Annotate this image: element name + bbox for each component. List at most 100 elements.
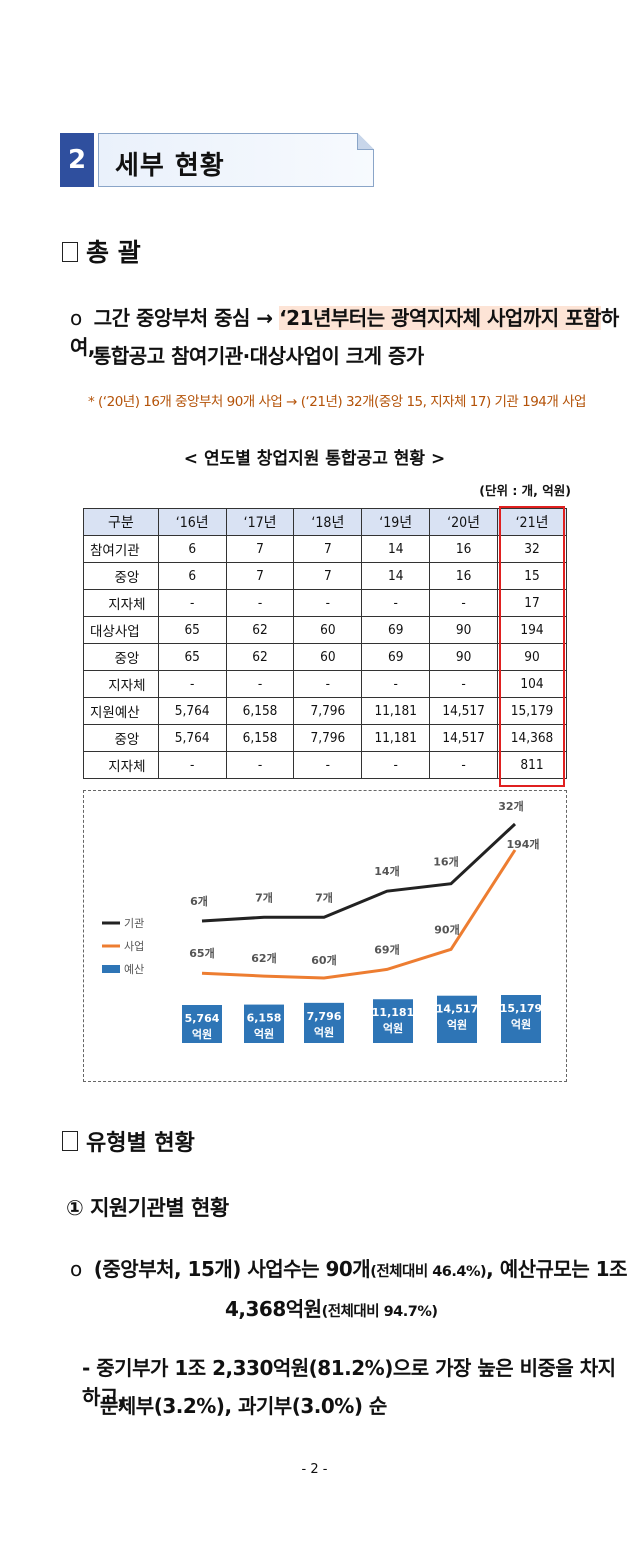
header-cell: ‘19년 bbox=[361, 508, 431, 536]
table-row: 대상사업 65 62 60 69 90 194 bbox=[83, 616, 567, 644]
point-label-사업: 60개 bbox=[311, 953, 336, 967]
table-cell: 60 bbox=[293, 616, 363, 644]
type-heading: 유형별 현황 bbox=[62, 1125, 195, 1157]
table-row: 지자체 - - - - -811 bbox=[83, 751, 567, 779]
type-bullet-line2: 4,368억원(전체대비 94.7%) bbox=[225, 1293, 438, 1322]
table-cell: 7,796 bbox=[293, 697, 363, 725]
row-label: 중앙 bbox=[83, 724, 159, 752]
table-cell: 5,764 bbox=[157, 697, 227, 725]
table-cell: - bbox=[225, 670, 295, 698]
budget-bar bbox=[182, 1005, 222, 1043]
table-cell: - bbox=[293, 589, 363, 617]
table-cell: 6 bbox=[157, 562, 227, 590]
table-cell: - bbox=[225, 751, 295, 779]
line-기관 bbox=[201, 822, 517, 923]
table-cell: 32 bbox=[497, 535, 567, 563]
table-cell: 6,158 bbox=[225, 697, 295, 725]
table-header-row: 구분 ‘16년 ‘17년 ‘18년 ‘19년 ‘20년 ‘21년 bbox=[83, 508, 567, 536]
table-title: < 연도별 창업지원 통합공고 현황 > bbox=[183, 449, 446, 469]
page-number: - 2 - bbox=[301, 1462, 328, 1477]
table-cell: 69 bbox=[361, 616, 431, 644]
table-cell: 62 bbox=[225, 616, 295, 644]
table-cell: 16 bbox=[429, 562, 499, 590]
legend-swatch-예산 bbox=[102, 965, 120, 973]
overview-line1-highlight: ‘21년부터는 광역지자체 사업까지 포함 bbox=[279, 306, 601, 330]
page-fold-decoration bbox=[357, 133, 374, 150]
row-label: 중앙 bbox=[83, 562, 159, 590]
point-label-기관: 14개 bbox=[374, 864, 399, 878]
table-cell: 90 bbox=[429, 643, 499, 671]
table-cell: 5,764 bbox=[157, 724, 227, 752]
table-cell: 14,517 bbox=[429, 724, 499, 752]
budget-bar bbox=[304, 1002, 344, 1043]
header-cell: ‘18년 bbox=[293, 508, 363, 536]
row-label: 지자체 bbox=[83, 589, 159, 617]
table-cell: 90 bbox=[497, 643, 567, 671]
overview-line1-pre: 그간 중앙부처 중심 → bbox=[93, 306, 280, 330]
overview-heading-text: 총 괄 bbox=[86, 238, 141, 267]
overview-line1-post: 하여, bbox=[70, 306, 619, 359]
type-line1c: , 예산규모는 1조 bbox=[486, 1257, 627, 1281]
point-label-사업: 69개 bbox=[374, 942, 399, 956]
table-cell: - bbox=[429, 751, 499, 779]
table-cell: 62 bbox=[225, 643, 295, 671]
table-cell: 65 bbox=[157, 643, 227, 671]
table-row: 중앙 5,764 6,158 7,796 11,181 14,517 14,368 bbox=[83, 724, 567, 752]
table-cell: - bbox=[293, 670, 363, 698]
point-label-기관: 32개 bbox=[498, 799, 523, 813]
bar-unit-label: 억원 bbox=[511, 1017, 531, 1031]
budget-bar bbox=[373, 999, 413, 1043]
header-cell: 구분 bbox=[83, 508, 159, 536]
bar-value-label: 6,158 bbox=[247, 1012, 282, 1025]
table-cell: 7 bbox=[225, 535, 295, 563]
table-cell: 14,368 bbox=[497, 724, 567, 752]
header-cell: ‘21년 bbox=[497, 508, 567, 536]
table-cell: 14 bbox=[361, 562, 431, 590]
table-cell: 17 bbox=[497, 589, 567, 617]
table-cell: 65 bbox=[157, 616, 227, 644]
point-label-기관: 7개 bbox=[315, 890, 333, 904]
bar-value-label: 15,179 bbox=[500, 1002, 542, 1015]
trend-chart: 기관 사업 예산 5,764 억원 6,158 억원 7,796 억원 11,181 억원 14,51… bbox=[83, 790, 567, 1082]
table-cell: 7 bbox=[293, 562, 363, 590]
table-cell: 16 bbox=[429, 535, 499, 563]
legend-label: 사업 bbox=[124, 940, 144, 953]
table-cell: - bbox=[225, 589, 295, 617]
table-cell: 14,517 bbox=[429, 697, 499, 725]
type-dash-line1: - 중기부가 1조 2,330억원(81.2%)으로 가장 높은 비중을 차지하… bbox=[82, 1356, 616, 1409]
table-row: 지자체 - - - - -17 bbox=[83, 589, 567, 617]
point-label-사업: 62개 bbox=[251, 951, 276, 965]
point-label-사업: 65개 bbox=[189, 946, 214, 960]
type-heading-text: 유형별 현황 bbox=[86, 1131, 195, 1156]
table-cell: - bbox=[361, 670, 431, 698]
type-dash-line2: 문체부(3.2%), 과기부(3.0%) 순 bbox=[100, 1394, 387, 1418]
table-cell: 6,158 bbox=[225, 724, 295, 752]
type-line2a: 4,368억원 bbox=[225, 1297, 322, 1321]
bar-value-label: 11,181 bbox=[372, 1006, 414, 1019]
row-label: 중앙 bbox=[83, 643, 159, 671]
budget-bar bbox=[437, 995, 477, 1043]
table-row: 지원예산 5,764 6,158 7,796 11,181 14,517 15,179 bbox=[83, 697, 567, 725]
table-cell: 194 bbox=[497, 616, 567, 644]
table-cell: - bbox=[157, 589, 227, 617]
point-label-사업: 194개 bbox=[506, 837, 539, 851]
table-cell: - bbox=[361, 751, 431, 779]
table-cell: 7 bbox=[293, 535, 363, 563]
bar-value-label: 7,796 bbox=[307, 1010, 342, 1023]
table-cell: 11,181 bbox=[361, 724, 431, 752]
table-cell: - bbox=[157, 670, 227, 698]
bar-unit-label: 억원 bbox=[383, 1021, 403, 1035]
budget-bar bbox=[501, 995, 541, 1043]
legend-label: 기관 bbox=[124, 917, 144, 930]
row-label: 참여기관 bbox=[83, 535, 159, 563]
point-label-사업: 90개 bbox=[434, 922, 459, 936]
table-cell: 104 bbox=[497, 670, 567, 698]
table-cell: 15,179 bbox=[497, 697, 567, 725]
overview-note: * (‘20년) 16개 중앙부처 90개 사업 → (‘21년) 32개(중앙… bbox=[88, 394, 586, 410]
table-row: 중앙 6 7 7 14 16 15 bbox=[83, 562, 567, 590]
table-cell: - bbox=[429, 670, 499, 698]
bar-unit-label: 억원 bbox=[192, 1027, 212, 1041]
section-title: 세부 현황 bbox=[115, 151, 225, 181]
table-cell: 6 bbox=[157, 535, 227, 563]
legend-label: 예산 bbox=[124, 963, 144, 976]
